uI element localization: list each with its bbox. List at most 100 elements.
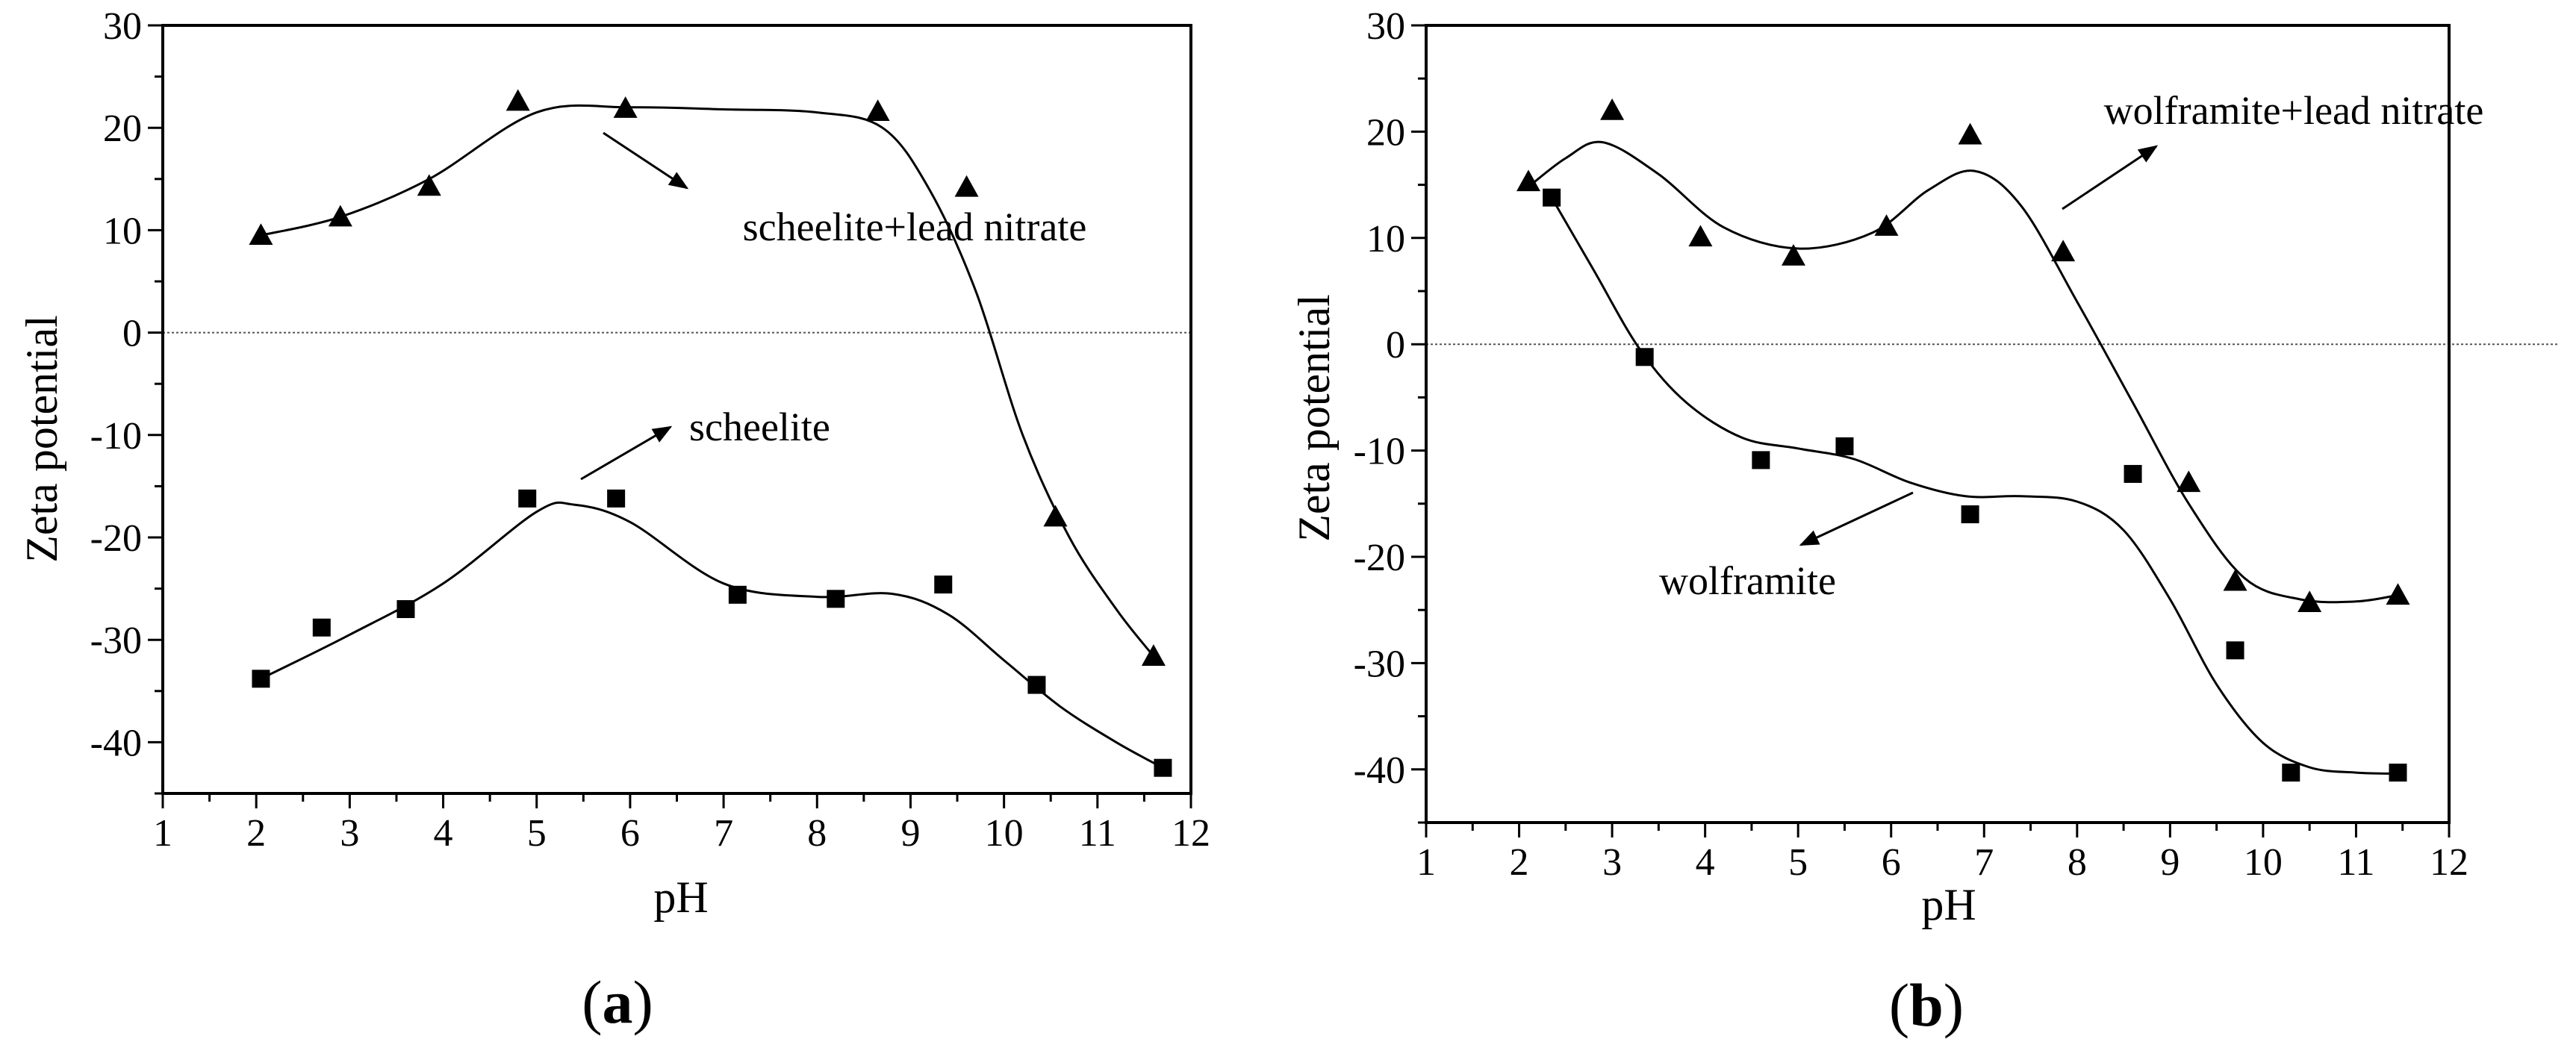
panel-a-ytick-label: 30 [103, 5, 142, 48]
panel-b-xtick-label: 10 [2244, 841, 2283, 884]
point-wolframite-lead-nitrate [2297, 590, 2322, 613]
curve-scheelite-lead-nitrate [261, 104, 1155, 658]
panel-b: pH Zeta potential wolframite+lead nitrat… [1289, 88, 2483, 1039]
point-scheelite [1027, 676, 1046, 694]
panel-a-xtick-label: 7 [714, 812, 733, 855]
point-scheelite [607, 489, 626, 508]
panel-a-xtick-label: 5 [527, 812, 547, 855]
panel-b-annotation-arrow [2062, 145, 2159, 210]
point-wolframite-lead-nitrate [1958, 122, 1982, 145]
panel-a-xtick-label: 8 [807, 812, 827, 855]
point-scheelite-lead-nitrate [613, 96, 638, 118]
point-scheelite [1154, 758, 1172, 777]
anno-scheelite-lead-label: scheelite+lead nitrate [743, 205, 1087, 249]
point-scheelite [252, 670, 270, 688]
panel-a-ytick-label: -40 [90, 722, 142, 764]
panel-a-xtick-label: 9 [900, 812, 920, 855]
curve-wolframite [1550, 196, 2398, 775]
point-wolframite [1752, 451, 1770, 469]
point-wolframite [1835, 437, 1854, 455]
point-scheelite-lead-nitrate [954, 175, 979, 197]
point-wolframite-lead-nitrate [2177, 470, 2201, 493]
point-scheelite-lead-nitrate [249, 223, 273, 246]
panel-a-ytick-label: -10 [90, 415, 142, 458]
panel-b-ytick-label: 20 [1366, 111, 1405, 154]
curve-wolframite-lead-nitrate [1528, 140, 2398, 604]
point-wolframite [2124, 464, 2142, 483]
point-scheelite-lead-nitrate [328, 205, 352, 227]
panel-a-caption: (a) [582, 968, 653, 1036]
panel-a-ytick-label: 20 [103, 107, 142, 150]
panel-a-ylabel: Zeta potential [17, 315, 66, 563]
point-scheelite [934, 575, 953, 594]
point-wolframite-lead-nitrate [1516, 169, 1540, 192]
panel-b-ytick-label: 30 [1366, 5, 1405, 48]
point-wolframite [1635, 348, 1654, 366]
panel-b-ylabel: Zeta potential [1289, 294, 1339, 542]
panel-b-ytick-label: -10 [1354, 431, 1405, 473]
panel-a-xtick-label: 10 [985, 812, 1024, 855]
panel-b-ytick-label: -30 [1354, 643, 1405, 685]
panel-a-xtick-label: 12 [1172, 812, 1210, 855]
curve-scheelite [260, 501, 1164, 770]
point-scheelite-lead-nitrate [505, 89, 530, 111]
panel-b-ytick-label: 0 [1386, 324, 1405, 366]
anno-wolframite-label: wolframite [1659, 558, 1836, 603]
panel-b-ytick-label: -40 [1354, 749, 1405, 792]
panel-b-xtick-label: 2 [1510, 841, 1529, 884]
panel-a-xtick-label: 2 [246, 812, 266, 855]
point-wolframite [2226, 641, 2244, 660]
point-wolframite [2282, 764, 2300, 782]
point-wolframite-lead-nitrate [1781, 244, 1805, 266]
panel-a-letter: a [603, 968, 633, 1036]
panel-a-ytick-label: -20 [90, 517, 142, 560]
panel-b-xtick-label: 6 [1882, 841, 1901, 884]
panel-b-frame [1425, 24, 2451, 824]
point-scheelite [728, 585, 747, 604]
point-wolframite [1961, 505, 1979, 524]
point-wolframite-lead-nitrate [1688, 225, 1713, 247]
panel-b-xtick-label: 5 [1788, 841, 1808, 884]
point-wolframite [1543, 188, 1561, 207]
panel-a-ytick-label: 0 [122, 313, 142, 355]
point-scheelite [827, 590, 845, 608]
point-wolframite-lead-nitrate [1874, 214, 1899, 236]
panel-a-xtick-label: 3 [340, 812, 359, 855]
panel-b-caption: (b) [1889, 971, 1964, 1039]
panel-b-xlabel: pH [1921, 880, 1976, 929]
panel-b-xtick-label: 11 [2337, 841, 2374, 884]
panel-b-xtick-label: 1 [1416, 841, 1436, 884]
panel-a-xtick-label: 1 [153, 812, 172, 855]
point-scheelite-lead-nitrate [1141, 644, 1166, 666]
panel-a-annotation-arrow [603, 131, 689, 190]
panel-b-xtick-label: 8 [2068, 841, 2087, 884]
point-wolframite-lead-nitrate [2386, 583, 2410, 605]
point-wolframite-lead-nitrate [1600, 98, 1625, 120]
panel-b-letter: b [1909, 971, 1944, 1039]
panel-b-ytick-label: -20 [1354, 537, 1405, 579]
panel-a-ytick-label: -30 [90, 620, 142, 662]
anno-wolframite-lead-label: wolframite+lead nitrate [2104, 88, 2484, 133]
panel-a-xtick-label: 11 [1079, 812, 1116, 855]
panel-a-annotation-arrow [580, 425, 673, 481]
panel-a-xtick-label: 6 [620, 812, 640, 855]
panel-b-xtick-label: 4 [1696, 841, 1715, 884]
point-scheelite [396, 600, 415, 619]
point-scheelite [312, 618, 331, 637]
panel-a-xtick-label: 4 [434, 812, 453, 855]
panel-a-ytick-label: 10 [103, 210, 142, 252]
anno-scheelite-label: scheelite [689, 405, 830, 449]
panel-b-ytick-label: 10 [1366, 218, 1405, 260]
panel-a-xlabel: pH [653, 873, 708, 922]
point-scheelite-lead-nitrate [865, 99, 890, 122]
panel-b-xtick-label: 9 [2160, 841, 2180, 884]
panel-b-annotation-arrow [1799, 491, 1914, 546]
point-scheelite [518, 489, 537, 508]
panel-b-xtick-label: 3 [1602, 841, 1622, 884]
panel-b-xtick-label: 12 [2430, 841, 2468, 884]
point-scheelite-lead-nitrate [1043, 505, 1068, 527]
point-wolframite [2389, 764, 2407, 782]
panel-b-xtick-label: 7 [1974, 841, 1994, 884]
point-wolframite-lead-nitrate [2051, 240, 2076, 262]
